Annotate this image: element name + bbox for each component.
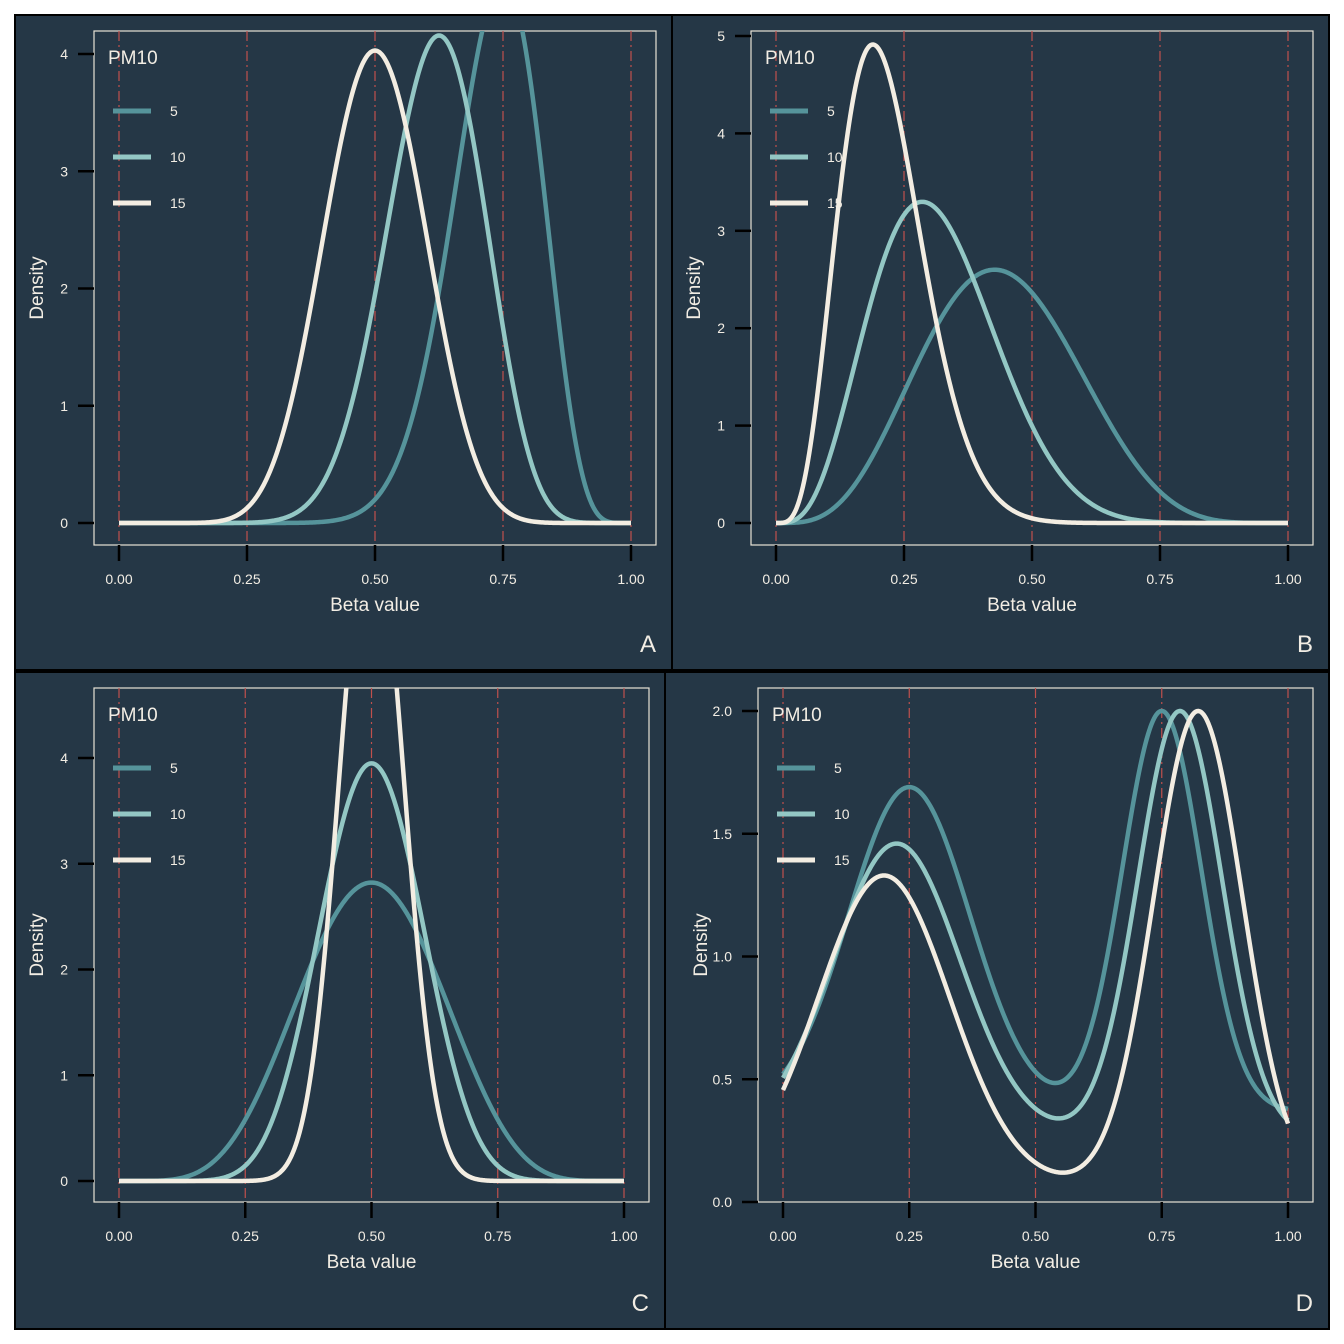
x-axis-title: Beta value [987,595,1077,616]
x-tick-label: 0.00 [105,1228,132,1244]
y-axis-title: Density [27,913,48,977]
y-tick-label: 3 [717,223,725,239]
panel-label: B [1297,631,1313,658]
y-tick-label: 3 [60,163,68,179]
x-tick-label: 1.00 [610,1228,637,1244]
legend-label: 10 [170,806,186,822]
chart-panel-b: 0.00 0.25 0.50 0.75 1.00 0 1 2 3 4 5 Beta value Dens… [671,14,1330,671]
legend-label: 15 [827,195,843,211]
x-tick-label: 1.00 [1274,571,1301,587]
x-tick-label: 0.50 [1022,1228,1049,1244]
legend-title: PM10 [108,705,158,726]
y-tick-label: 2 [717,320,725,336]
x-tick-label: 0.50 [358,1228,385,1244]
y-tick-label: 0.0 [713,1194,733,1210]
panel-label: A [640,631,656,658]
legend: PM10 5 10 15 [108,48,186,211]
x-tick-label: 0.75 [1146,571,1173,587]
y-tick-label: 0 [60,515,68,531]
chart-panel-d: 0.00 0.25 0.50 0.75 1.00 0.0 0.5 1.0 1.5 2.0 Beta … [664,671,1330,1330]
legend-label: 15 [170,852,186,868]
x-axis-title: Beta value [327,1252,417,1273]
legend-title: PM10 [772,705,822,726]
x-axis-title: Beta value [330,595,420,616]
y-tick-label: 4 [60,750,68,766]
y-tick-label: 0 [717,515,725,531]
y-tick-label: 2 [60,962,68,978]
series-line-pm10-10 [781,708,1290,1123]
panel-label: C [632,1290,649,1317]
y-tick-label: 4 [717,125,725,141]
y-tick-label: 2.0 [713,703,733,719]
x-tick-label: 0.00 [762,571,789,587]
x-tick-label: 0.25 [896,1228,923,1244]
chart-panel-c: 0.00 0.25 0.50 0.75 1.00 0 1 2 3 4 Beta value Densi… [14,671,666,1330]
x-tick-label: 0.50 [1018,571,1045,587]
legend-title: PM10 [108,48,158,69]
series-line-pm10-15 [775,42,1289,526]
y-tick-label: 2 [60,281,68,297]
legend-label: 10 [827,149,843,165]
series-line-pm10-5 [118,880,625,1184]
x-tick-label: 0.75 [489,571,516,587]
y-tick-label: 4 [60,46,68,62]
y-tick-label: 0.5 [713,1071,733,1087]
series-line-pm10-5 [775,267,1289,526]
chart-panel-a: 0.00 0.25 0.50 0.75 1.00 0 1 2 3 4 Beta value Densi… [14,14,673,671]
y-tick-label: 1.0 [713,949,733,965]
legend: PM10 5 10 15 [772,705,850,868]
legend-label: 5 [834,760,842,776]
y-tick-label: 3 [60,856,68,872]
y-tick-label: 1 [60,1067,68,1083]
x-tick-label: 0.00 [769,1228,796,1244]
legend-label: 10 [170,149,186,165]
legend: PM10 5 10 15 [108,705,186,868]
y-tick-label: 5 [717,28,725,44]
legend: PM10 5 10 15 [765,48,843,211]
series-line-pm10-5 [781,708,1289,1112]
series-line-pm10-15 [118,688,625,1184]
legend-label: 15 [170,195,186,211]
y-axis-title: Density [684,256,705,320]
y-tick-label: 1 [60,398,68,414]
x-tick-label: 0.25 [890,571,917,587]
series-line-pm10-15 [118,48,632,526]
x-tick-label: 0.00 [105,571,132,587]
legend-label: 5 [170,760,178,776]
legend-label: 5 [827,103,835,119]
legend-title: PM10 [765,48,815,69]
legend-label: 10 [834,806,850,822]
legend-label: 5 [170,103,178,119]
x-tick-label: 1.00 [617,571,644,587]
x-tick-label: 1.00 [1274,1228,1301,1244]
panel-label: D [1296,1290,1313,1317]
x-tick-label: 0.75 [484,1228,511,1244]
series-line-pm10-15 [780,708,1291,1175]
y-tick-label: 1.5 [713,826,733,842]
x-tick-label: 0.50 [361,571,388,587]
x-axis-title: Beta value [991,1252,1081,1273]
x-tick-label: 0.25 [232,1228,259,1244]
panel-background [671,14,1330,671]
y-axis-title: Density [691,913,712,977]
legend-label: 15 [834,852,850,868]
y-tick-label: 1 [717,418,725,434]
y-axis-title: Density [27,256,48,320]
x-tick-label: 0.25 [233,571,260,587]
x-tick-label: 0.75 [1148,1228,1175,1244]
y-tick-label: 0 [60,1173,68,1189]
